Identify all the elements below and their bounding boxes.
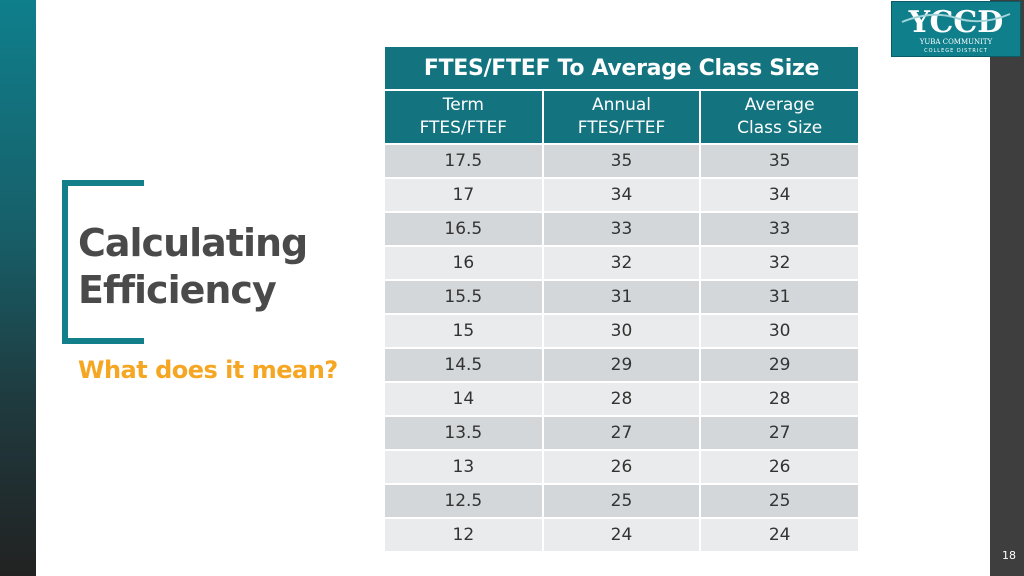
table-cell: 27 — [700, 415, 858, 450]
table-body: 17.5 35 35 17 34 34 16.5 33 33 16 32 32 15.5 31 31 15 30… — [385, 143, 858, 551]
table-cell: 14 — [385, 381, 544, 416]
table-row: 14.5 29 29 — [385, 347, 858, 382]
logo-tagline-1: YUBA COMMUNITY — [919, 38, 993, 46]
table-cell: 15.5 — [385, 279, 544, 314]
header-line: FTES/FTEF — [419, 118, 508, 138]
table-cell: 34 — [700, 177, 858, 212]
table-cell: 28 — [542, 381, 702, 416]
slide-subtitle: What does it mean? — [78, 356, 338, 384]
header-term-ftes-ftef: Term FTES/FTEF — [385, 91, 544, 144]
table-cell: 14.5 — [385, 347, 544, 382]
table-cell: 31 — [542, 279, 702, 314]
table-cell: 35 — [542, 143, 702, 178]
table-row: 16 32 32 — [385, 245, 858, 280]
header-line: Annual — [591, 95, 652, 115]
table-row: 14 28 28 — [385, 381, 858, 416]
table-cell: 25 — [700, 483, 858, 518]
table-cell: 31 — [700, 279, 858, 314]
table-cell: 24 — [700, 517, 858, 551]
table-row: 17.5 35 35 — [385, 143, 858, 178]
table-cell: 26 — [542, 449, 702, 484]
table-cell: 32 — [700, 245, 858, 280]
table-cell: 26 — [700, 449, 858, 484]
table-caption: FTES/FTEF To Average Class Size — [385, 47, 858, 91]
slide-title: Calculating Efficiency — [78, 220, 308, 314]
logo-mountain-icon — [901, 13, 1011, 23]
right-accent-bar: 18 — [990, 0, 1024, 576]
table-cell: 15 — [385, 313, 544, 348]
left-accent-bar — [0, 0, 36, 576]
table-cell: 17 — [385, 177, 544, 212]
header-line: Term — [442, 95, 484, 115]
table-row: 13.5 27 27 — [385, 415, 858, 450]
table-cell: 34 — [542, 177, 702, 212]
table-row: 12.5 25 25 — [385, 483, 858, 518]
table-row: 15.5 31 31 — [385, 279, 858, 314]
table-row: 13 26 26 — [385, 449, 858, 484]
title-bracket — [62, 180, 144, 344]
table-grid: Term FTES/FTEF Annual FTES/FTEF Average … — [385, 91, 858, 551]
table-cell: 32 — [542, 245, 702, 280]
table-cell: 29 — [700, 347, 858, 382]
efficiency-table: FTES/FTEF To Average Class Size Term FTE… — [385, 47, 858, 551]
table-cell: 13.5 — [385, 415, 544, 450]
table-row: 16.5 33 33 — [385, 211, 858, 246]
logo-graphic: YCCD YUBA COMMUNITY COLLEGE DISTRICT — [901, 5, 1011, 54]
table-cell: 29 — [542, 347, 702, 382]
logo-text: YCCD — [908, 5, 1004, 40]
table-cell: 16 — [385, 245, 544, 280]
table-cell: 12 — [385, 517, 544, 551]
table-cell: 30 — [542, 313, 702, 348]
table-cell: 33 — [700, 211, 858, 246]
logo-tagline-2: COLLEGE DISTRICT — [924, 48, 988, 54]
header-line: FTES/FTEF — [577, 118, 666, 138]
table-cell: 35 — [700, 143, 858, 178]
table-cell: 30 — [700, 313, 858, 348]
title-line-2: Efficiency — [78, 268, 277, 312]
header-average-class-size: Average Class Size — [700, 91, 858, 144]
table-cell: 28 — [700, 381, 858, 416]
yccd-logo: YCCD YUBA COMMUNITY COLLEGE DISTRICT — [891, 1, 1021, 57]
table-cell: 17.5 — [385, 143, 544, 178]
table-header-row: Term FTES/FTEF Annual FTES/FTEF Average … — [385, 91, 858, 144]
table-cell: 13 — [385, 449, 544, 484]
table-cell: 27 — [542, 415, 702, 450]
table-cell: 25 — [542, 483, 702, 518]
table-row: 12 24 24 — [385, 517, 858, 551]
table-cell: 24 — [542, 517, 702, 551]
table-row: 15 30 30 — [385, 313, 858, 348]
header-annual-ftes-ftef: Annual FTES/FTEF — [542, 91, 702, 144]
header-line: Class Size — [737, 118, 823, 138]
header-line: Average — [744, 95, 815, 115]
table-cell: 12.5 — [385, 483, 544, 518]
table-row: 17 34 34 — [385, 177, 858, 212]
slide-number: 18 — [1002, 549, 1016, 562]
table-cell: 33 — [542, 211, 702, 246]
table-cell: 16.5 — [385, 211, 544, 246]
title-line-1: Calculating — [78, 221, 308, 265]
